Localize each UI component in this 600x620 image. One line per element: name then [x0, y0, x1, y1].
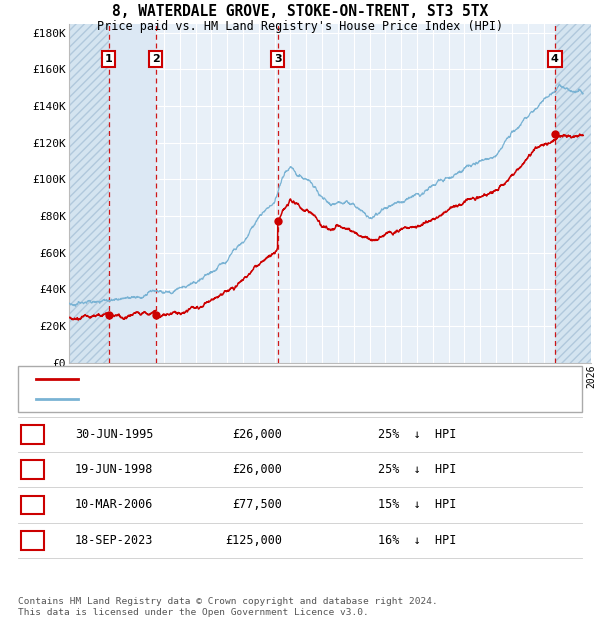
- Text: 10-MAR-2006: 10-MAR-2006: [75, 498, 154, 511]
- Text: 18-SEP-2023: 18-SEP-2023: [75, 534, 154, 547]
- Bar: [69, 24, 109, 363]
- Text: Contains HM Land Registry data © Crown copyright and database right 2024.
This d: Contains HM Land Registry data © Crown c…: [18, 598, 438, 617]
- Text: 19-JUN-1998: 19-JUN-1998: [75, 463, 154, 476]
- Text: HPI: Average price, semi-detached house, Stoke-on-Trent: HPI: Average price, semi-detached house,…: [87, 394, 431, 404]
- Text: £125,000: £125,000: [225, 534, 282, 547]
- Text: £77,500: £77,500: [232, 498, 282, 511]
- Text: 8, WATERDALE GROVE, STOKE-ON-TRENT, ST3 5TX (semi-detached house): 8, WATERDALE GROVE, STOKE-ON-TRENT, ST3 …: [87, 374, 493, 384]
- Text: 30-JUN-1995: 30-JUN-1995: [75, 428, 154, 441]
- Text: £26,000: £26,000: [232, 463, 282, 476]
- Text: 3: 3: [29, 498, 36, 511]
- Text: 2: 2: [29, 463, 36, 476]
- Text: Price paid vs. HM Land Registry's House Price Index (HPI): Price paid vs. HM Land Registry's House …: [97, 20, 503, 33]
- Text: £26,000: £26,000: [232, 428, 282, 441]
- Text: 25%  ↓  HPI: 25% ↓ HPI: [378, 463, 457, 476]
- Text: 25%  ↓  HPI: 25% ↓ HPI: [378, 428, 457, 441]
- Text: 8, WATERDALE GROVE, STOKE-ON-TRENT, ST3 5TX: 8, WATERDALE GROVE, STOKE-ON-TRENT, ST3 …: [112, 4, 488, 19]
- Text: 1: 1: [29, 428, 36, 441]
- Bar: [109, 24, 155, 363]
- Text: 4: 4: [29, 534, 36, 547]
- Text: 16%  ↓  HPI: 16% ↓ HPI: [378, 534, 457, 547]
- Text: 15%  ↓  HPI: 15% ↓ HPI: [378, 498, 457, 511]
- Text: 4: 4: [551, 54, 559, 64]
- Text: 1: 1: [104, 54, 112, 64]
- Text: 2: 2: [152, 54, 160, 64]
- Text: 3: 3: [274, 54, 281, 64]
- Bar: [555, 24, 591, 363]
